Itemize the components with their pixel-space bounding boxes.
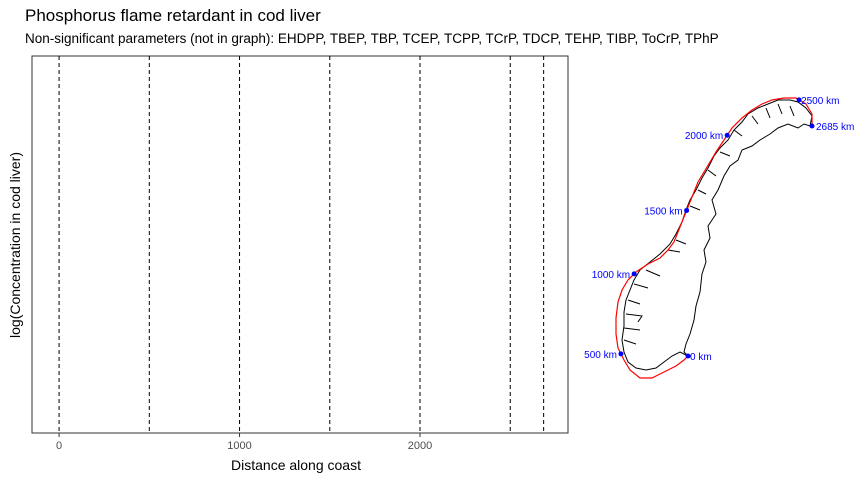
map-point-label: 1500 km: [644, 206, 682, 217]
chart-title: Phosphorus flame retardant in cod liver: [25, 6, 321, 25]
land-outline: [621, 99, 813, 371]
chart-subtitle: Non-significant parameters (not in graph…: [25, 31, 719, 46]
map-point-label: 2685 km: [816, 122, 854, 133]
map-point: [809, 123, 815, 129]
fjord-detail: [623, 103, 795, 345]
map-point: [618, 351, 624, 357]
coast-distance-line: [615, 97, 813, 379]
x-axis: 0 1000 2000: [56, 433, 432, 452]
y-axis-title: log(Concentration in cod liver): [7, 152, 23, 338]
x-tick-label: 2000: [408, 440, 432, 452]
map-point: [724, 132, 730, 138]
map-point: [631, 271, 637, 277]
norway-map: 0 km 500 km 1000 km 1500 km 2000 km 2500 km 26…: [584, 96, 854, 379]
x-tick-label: 0: [56, 440, 62, 452]
map-point-label: 0 km: [690, 352, 712, 363]
x-axis-title: Distance along coast: [231, 457, 361, 473]
map-points: 0 km 500 km 1000 km 1500 km 2000 km 2500 km 26…: [584, 96, 854, 363]
map-point-label: 2500 km: [801, 96, 839, 107]
plot-panel: [31, 55, 569, 434]
map-point: [796, 97, 802, 103]
map-point-label: 2000 km: [685, 131, 723, 142]
x-tick-label: 1000: [227, 440, 251, 452]
map-point-label: 1000 km: [592, 270, 630, 281]
map-point-label: 500 km: [584, 350, 617, 361]
map-point: [684, 207, 690, 213]
map-point: [685, 353, 691, 359]
